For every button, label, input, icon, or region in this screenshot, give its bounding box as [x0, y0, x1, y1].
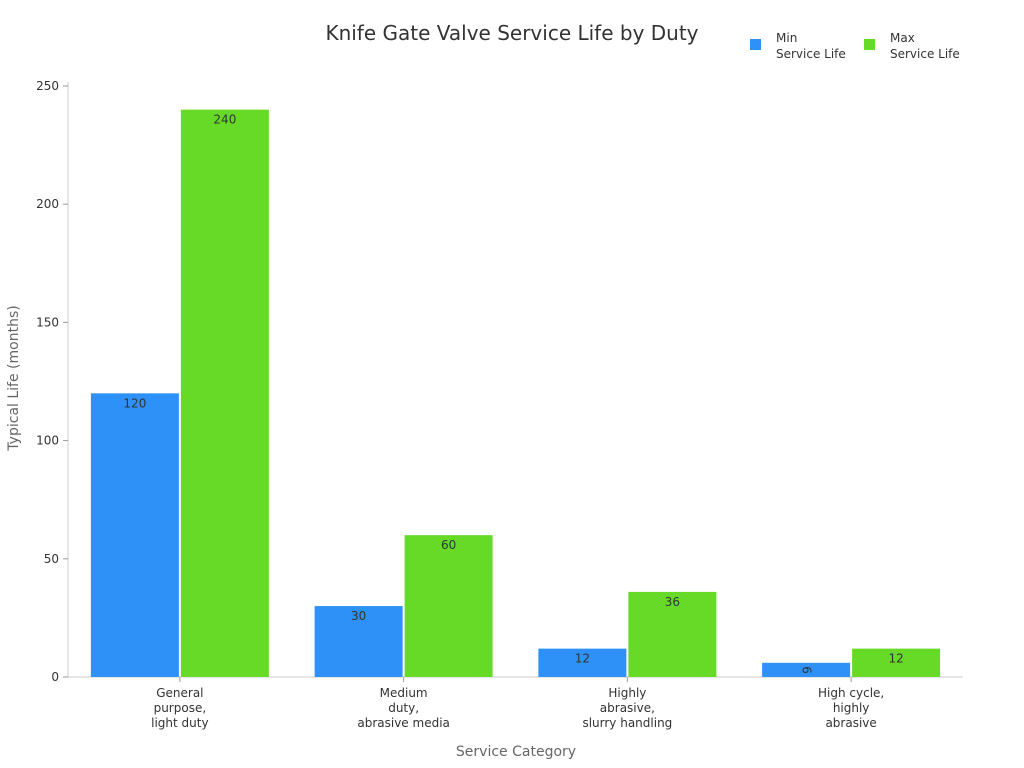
x-axis-label: Service Category	[456, 744, 576, 760]
bar	[314, 606, 403, 677]
data-label: 60	[441, 538, 456, 552]
x-tick-label: Medium duty, abrasive media	[357, 686, 450, 730]
y-tick-label: 100	[36, 434, 59, 448]
y-tick-label: 250	[36, 79, 59, 93]
bar	[538, 648, 627, 677]
y-tick-label: 150	[36, 315, 59, 329]
bar	[90, 393, 179, 677]
bar	[852, 648, 941, 677]
data-label: 36	[665, 595, 680, 609]
legend-label: Min Service Life	[776, 31, 846, 61]
data-label: 6	[800, 666, 814, 674]
y-tick-label: 0	[51, 670, 59, 684]
bar	[404, 535, 493, 677]
legend-swatch	[864, 39, 875, 50]
y-axis-label: Typical Life (months)	[6, 305, 22, 451]
legend-label: Max Service Life	[890, 31, 960, 61]
bar	[628, 591, 717, 677]
data-label: 120	[123, 396, 146, 410]
data-label: 12	[575, 652, 590, 666]
data-label: 30	[351, 609, 366, 623]
y-tick-label: 200	[36, 197, 59, 211]
y-tick-label: 50	[44, 552, 59, 566]
x-tick-label: General purpose, light duty	[151, 686, 208, 730]
chart-title: Knife Gate Valve Service Life by Duty	[325, 21, 698, 45]
bar	[180, 109, 269, 677]
legend-swatch	[750, 39, 761, 50]
bar	[762, 662, 851, 677]
x-tick-label: High cycle, highly abrasive	[818, 686, 884, 730]
data-label: 12	[888, 652, 903, 666]
x-tick-label: Highly abrasive, slurry handling	[582, 686, 672, 730]
data-label: 240	[213, 113, 236, 127]
